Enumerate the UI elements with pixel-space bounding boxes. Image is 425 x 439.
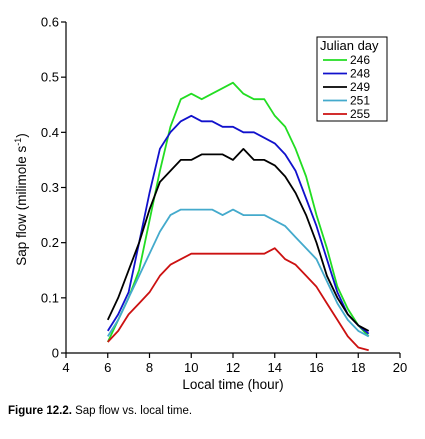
legend-entry-248: 248 [350,67,370,81]
y-tick-label: 0.1 [41,290,59,305]
sap-flow-chart: 0 0.1 0.2 0.3 0.4 0.5 0.6 4 6 8 10 12 14 16 18 20 Juli… [13,15,407,393]
y-tick-label: 0 [52,346,59,361]
figure-caption-label: Figure 12.2. [8,405,72,417]
legend-entry-251: 251 [350,94,370,108]
x-tick-label: 8 [146,360,153,375]
x-axis-ticks: 4 6 8 10 12 14 16 18 20 [62,353,407,375]
x-axis-label: Local time (hour) [182,377,283,392]
series-line-248 [107,114,370,335]
y-axis-label-superscript: -1 [13,138,23,146]
legend-entry-246: 246 [350,53,370,67]
legend-box [316,36,388,122]
x-tick-label: 6 [104,360,111,375]
figure-caption-text: Sap flow vs. local time. [71,405,193,417]
series-lines [106,81,370,352]
series-line-251 [107,208,370,338]
y-axis-label: Sap flow (milimole s-1) [13,133,29,266]
figure-caption: Figure 12.2. Sap flow vs. local time. [8,405,192,417]
y-tick-label: 0.4 [41,125,59,140]
series-line-255 [107,247,369,352]
series-line-249 [106,147,370,332]
y-tick-label: 0.2 [41,235,59,250]
x-tick-label: 16 [309,360,323,375]
y-axis-ticks: 0 0.1 0.2 0.3 0.4 0.5 0.6 [41,15,66,361]
legend-entry-249: 249 [350,80,370,94]
x-tick-label: 4 [62,360,69,375]
x-tick-label: 14 [268,360,282,375]
x-tick-label: 10 [184,360,198,375]
legend-entry-255: 255 [350,107,370,121]
y-tick-label: 0.5 [41,70,59,85]
x-tick-label: 12 [226,360,240,375]
x-tick-label: 20 [393,360,407,375]
legend-title: Julian day [320,38,379,53]
series-line-246 [106,81,370,343]
y-tick-label: 0.3 [41,180,59,195]
y-tick-label: 0.6 [41,15,59,30]
x-tick-label: 18 [351,360,365,375]
